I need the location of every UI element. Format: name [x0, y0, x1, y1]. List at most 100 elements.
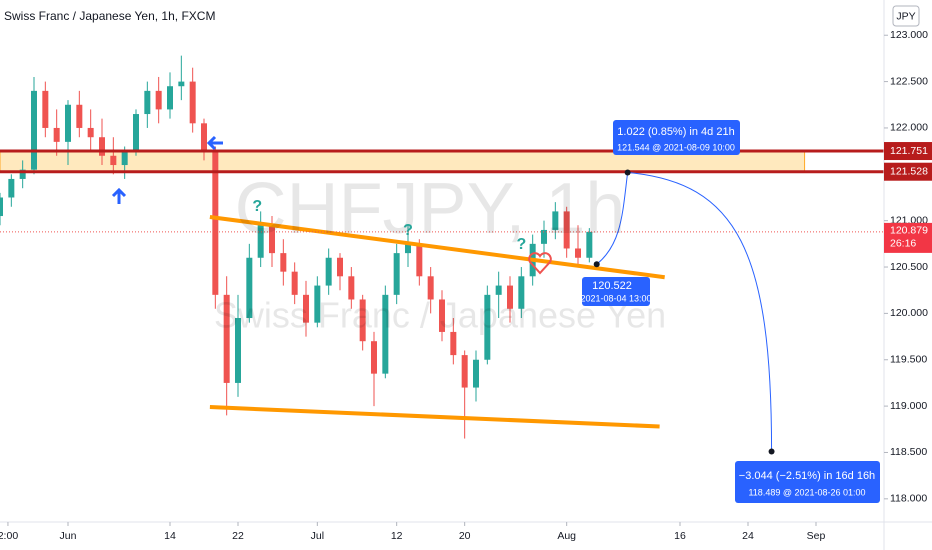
- candle-body: [439, 299, 445, 332]
- candle-body: [518, 276, 525, 309]
- candle-body: [314, 285, 321, 323]
- candle-body: [337, 257, 343, 277]
- x-tick-label: 16: [674, 530, 686, 542]
- candle-body: [257, 225, 264, 258]
- question-mark: ?: [516, 236, 526, 253]
- candle-body: [246, 257, 253, 319]
- x-tick-label: Jul: [311, 530, 324, 542]
- candle-body: [65, 104, 71, 142]
- annotation-text: 120.522: [592, 280, 632, 292]
- candle-body: [473, 359, 479, 388]
- x-tick-label: Aug: [557, 530, 576, 542]
- candle-body: [189, 81, 196, 124]
- candle-body: [586, 231, 593, 258]
- annotation-text: −3.044 (−2.51%) in 16d 16h: [739, 470, 875, 482]
- candle-body: [178, 81, 185, 87]
- candle-body: [280, 253, 287, 272]
- candle-body: [87, 127, 94, 138]
- candle-body: [563, 211, 570, 249]
- candle-body: [155, 90, 162, 110]
- x-tick-label: Sep: [807, 530, 826, 542]
- candle-body: [371, 341, 377, 374]
- projection-path: [596, 171, 773, 452]
- candle-body: [325, 257, 332, 286]
- price-label-box: [884, 222, 932, 253]
- annotation-text: 118.489 @ 2021-08-26 01:00: [748, 487, 865, 497]
- candle-body: [235, 318, 241, 383]
- y-tick-label: 122.500: [890, 75, 928, 87]
- trendline: [209, 405, 660, 429]
- level-label: 121.751: [890, 145, 928, 157]
- candle-body: [110, 155, 117, 166]
- candle-body: [484, 294, 491, 360]
- arrow: [111, 135, 223, 204]
- candle-body: [269, 225, 275, 254]
- candle-body: [31, 90, 37, 170]
- currency[interactable]: JPY: [896, 10, 915, 22]
- candle-body: [42, 90, 49, 128]
- annotation-text: 121.544 @ 2021-08-09 10:00: [617, 142, 735, 152]
- candle-body: [303, 294, 309, 323]
- candle-body: [0, 197, 3, 217]
- annotation-text: 2021-08-04 13:00: [580, 293, 651, 303]
- x-tick-label: 20: [459, 530, 471, 542]
- candle-body: [121, 151, 128, 166]
- candle-body: [348, 276, 355, 300]
- x-tick-label: Jun: [60, 530, 77, 542]
- projection-point: [624, 169, 631, 176]
- candle-body: [575, 248, 581, 258]
- candle-body: [144, 90, 151, 115]
- projection-point: [768, 448, 775, 455]
- candle-body: [461, 355, 468, 388]
- annotation-box: [613, 120, 740, 155]
- candle-body: [541, 229, 547, 244]
- x-tick-label: 24: [742, 530, 754, 542]
- annotation-text: 1.022 (0.85%) in 4d 21h: [617, 126, 734, 138]
- chart-title: Swiss Franc / Japanese Yen, 1h, FXCM: [4, 9, 215, 23]
- price-label: 120.879: [890, 225, 928, 237]
- candle-body: [427, 276, 434, 300]
- annotation-box: [735, 461, 880, 503]
- y-tick-label: 118.500: [890, 446, 927, 458]
- candle-body: [382, 294, 389, 374]
- heart-icon: [528, 252, 552, 275]
- annotation-box: [582, 277, 650, 306]
- candle-body: [416, 243, 423, 277]
- y-tick-label: 120.500: [890, 261, 928, 273]
- y-tick-label: 118.000: [890, 493, 927, 505]
- y-tick-label: 123.000: [890, 29, 928, 41]
- candle-body: [405, 243, 411, 254]
- trendline: [209, 214, 665, 280]
- x-tick-label: 14: [164, 530, 176, 542]
- y-tick-label: 119.000: [890, 400, 927, 412]
- countdown: 26:16: [890, 238, 916, 250]
- currency-box[interactable]: [892, 5, 920, 27]
- candle-body: [133, 114, 139, 152]
- candle-body: [201, 123, 207, 152]
- candle-body: [167, 86, 173, 110]
- x-tick-label: 12: [391, 530, 403, 542]
- candle-body: [359, 299, 366, 342]
- watermark: CHFJPY, 1h: [235, 169, 626, 249]
- level-label-box: [884, 142, 932, 161]
- candle-body: [393, 253, 400, 295]
- candle-body: [223, 294, 230, 383]
- y-tick-label: 122.000: [890, 122, 928, 134]
- candle-body: [507, 285, 513, 309]
- projection-point: [593, 261, 600, 268]
- y-tick-label: 120.000: [890, 307, 928, 319]
- candle-body: [450, 331, 457, 356]
- level-label-box: [884, 162, 932, 181]
- candle-body: [552, 211, 559, 230]
- candle-body: [99, 137, 105, 156]
- candle-body: [495, 285, 502, 295]
- question-mark: ?: [252, 198, 262, 215]
- question-mark: ?: [403, 222, 413, 239]
- x-tick-label: 22: [232, 530, 244, 542]
- annotation: 1.022 (0.85%) in 4d 21h 121.544 @ 2021-0…: [580, 120, 880, 503]
- candle-body: [76, 104, 83, 128]
- candle-body: [8, 178, 15, 198]
- y-tick-label: 119.500: [890, 354, 927, 366]
